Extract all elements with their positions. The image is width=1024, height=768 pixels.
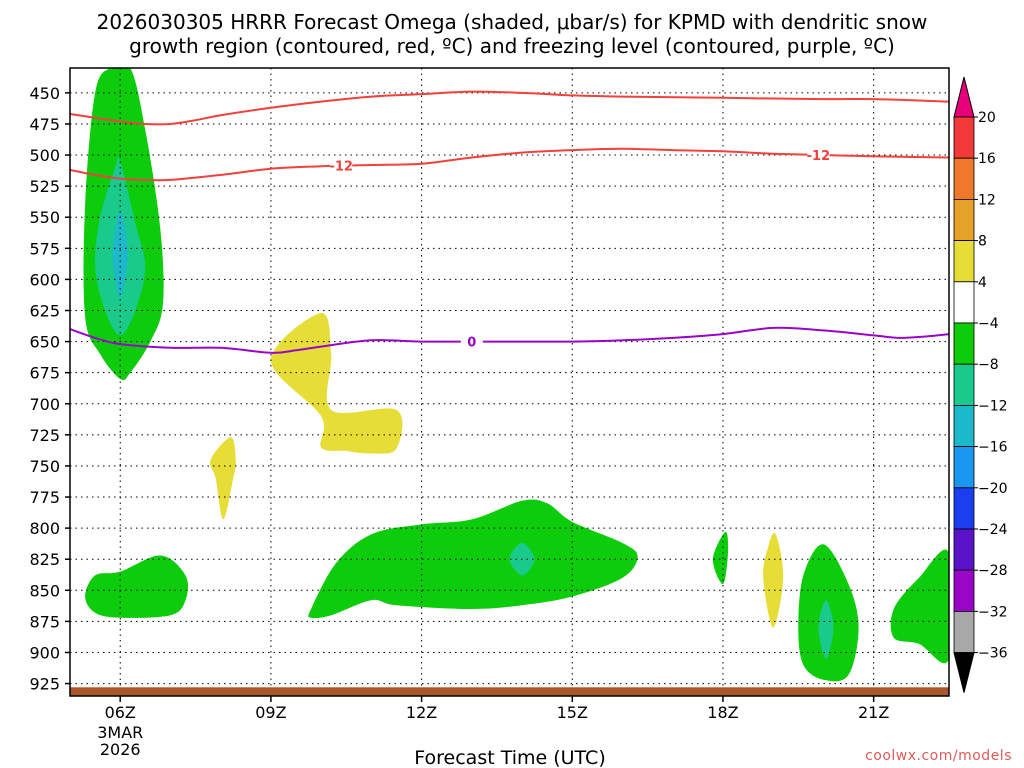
y-tick-label-750: 750: [29, 457, 60, 476]
colorbar-label-3: 12: [978, 192, 996, 208]
y-tick-label-625: 625: [29, 301, 60, 320]
x-tick-label-9: 09Z: [255, 703, 286, 722]
y-tick-label-800: 800: [29, 519, 60, 538]
colorbar-bin-5: [953, 281, 975, 324]
contour-label-bg-2-2: [807, 147, 830, 162]
colorbar-label-4: 8: [978, 234, 987, 250]
y-tick-label-775: 775: [29, 488, 60, 507]
y-tick-label-650: 650: [29, 333, 60, 352]
colorbar-bin-4: [953, 240, 975, 283]
y-tick-label-700: 700: [29, 395, 60, 414]
colorbar-bin-11: [953, 528, 975, 571]
omega-region-12: [209, 437, 236, 520]
terrain-fill: [70, 687, 949, 696]
y-tick-label-850: 850: [29, 581, 60, 600]
y-tick-label-600: 600: [29, 270, 60, 289]
y-tick-label-900: 900: [29, 643, 60, 662]
contour-line-3: [70, 326, 949, 354]
colorbar-bin-12: [953, 569, 975, 612]
colorbar-label-11: −24: [978, 522, 1008, 538]
y-tick-label-525: 525: [29, 177, 60, 196]
colorbar-bin-3: [953, 198, 975, 241]
colorbar-bin-10: [953, 487, 975, 530]
colorbar-label-14: −36: [978, 646, 1008, 662]
colorbar-bin-1: [953, 116, 975, 159]
omega-region-3: [112, 211, 128, 299]
colorbar-label-6: −4: [978, 316, 999, 332]
colorbar-bin-7: [953, 363, 975, 406]
colorbar-bin-8: [953, 404, 975, 447]
colorbar-label-5: 4: [978, 275, 987, 291]
chart-title-line-1: 2026030305 HRRR Forecast Omega (shaded, …: [97, 10, 928, 34]
x-tick-label-21: 21Z: [858, 703, 889, 722]
x-tick-label-12: 12Z: [406, 703, 437, 722]
credit-text: coolwx.com/models: [865, 748, 1012, 764]
colorbar-label-10: −20: [978, 481, 1008, 497]
colorbar-bin-13: [953, 611, 975, 654]
contour-label-2-2: -12: [807, 149, 831, 164]
y-tick-label-675: 675: [29, 364, 60, 383]
colorbar-label-1: 20: [978, 110, 996, 126]
colorbar-label-7: −8: [978, 357, 999, 373]
colorbar-label-12: −28: [978, 563, 1008, 579]
contour-label-3-1: 0: [467, 336, 476, 351]
plot-frame: [69, 67, 950, 697]
contour-line-1: [70, 90, 949, 126]
omega-region-13: [763, 532, 784, 628]
x-tick-sublabel-6-2: 2026: [100, 740, 141, 759]
chart-title-line-2: growth region (contoured, red, ºC) and f…: [129, 34, 895, 58]
omega-region-11: [270, 312, 403, 454]
x-tick-sublabel-6-1: 3MAR: [97, 723, 143, 742]
colorbar-label-2: 16: [978, 151, 996, 167]
y-tick-label-450: 450: [29, 84, 60, 103]
y-tick-label-575: 575: [29, 239, 60, 258]
contour-label-2-1: -12: [329, 160, 353, 175]
colorbar-bin-bottom: [953, 652, 975, 693]
x-axis-label: Forecast Time (UTC): [414, 747, 605, 768]
y-tick-label-550: 550: [29, 208, 60, 227]
colorbar-bin-6: [953, 322, 975, 365]
contour-line-2: [70, 147, 949, 182]
y-tick-label-875: 875: [29, 612, 60, 631]
colorbar-label-13: −32: [978, 604, 1008, 620]
y-tick-label-725: 725: [29, 426, 60, 445]
y-tick-label-925: 925: [29, 675, 60, 694]
omega-region-7: [712, 531, 729, 585]
x-tick-label-15: 15Z: [557, 703, 588, 722]
plot-inner: -12 -12 0: [70, 68, 949, 696]
plot-area: -12 -12 0 450 475 500 525 550 575 600 625 650 675 700…: [29, 67, 950, 759]
contour-label-bg-2-1: [330, 158, 353, 173]
colorbar-label-9: −16: [978, 440, 1008, 456]
y-tick-label-475: 475: [29, 115, 60, 134]
colorbar-label-8: −12: [978, 398, 1008, 414]
y-tick-label-825: 825: [29, 550, 60, 569]
colorbar-bin-2: [953, 157, 975, 200]
y-tick-label-500: 500: [29, 146, 60, 165]
contour-label-bg-3-1: [460, 334, 483, 349]
x-tick-label-6: 06Z: [105, 703, 136, 722]
omega-region-9: [818, 600, 834, 659]
x-tick-label-18: 18Z: [707, 703, 738, 722]
omega-region-4: [85, 555, 189, 618]
colorbar: 20 16 12 8 4 −4 −8 −12 −16 −20 −24 −28 −32 −36: [953, 76, 1008, 693]
omega-region-10: [890, 549, 949, 664]
colorbar-bin-9: [953, 446, 975, 489]
